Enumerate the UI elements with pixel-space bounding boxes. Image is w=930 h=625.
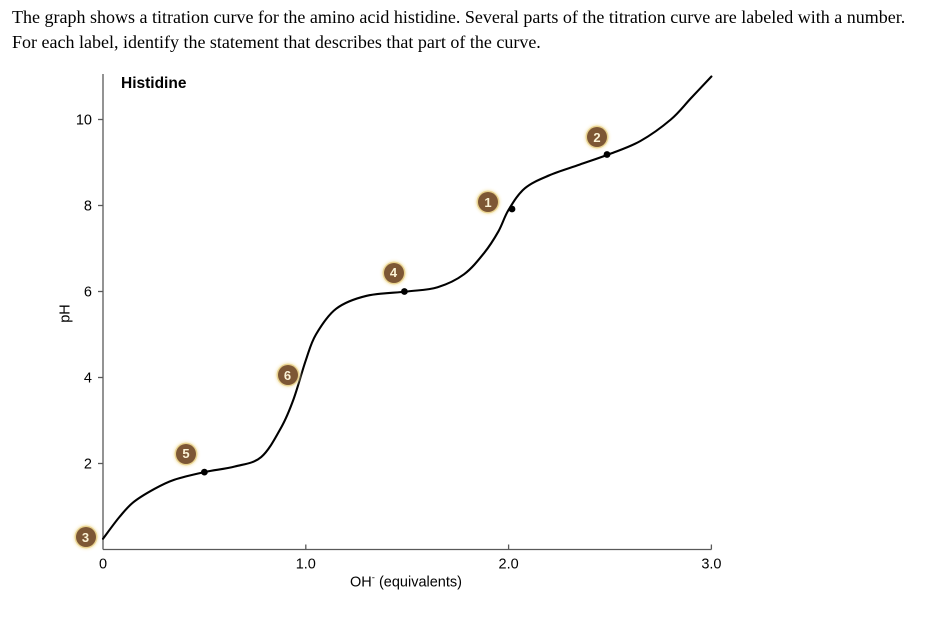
svg-text:2.0: 2.0 — [499, 557, 519, 573]
svg-text:1.0: 1.0 — [296, 557, 316, 573]
svg-text:2: 2 — [84, 457, 92, 473]
svg-text:4: 4 — [84, 371, 92, 387]
svg-text:10: 10 — [76, 113, 92, 129]
svg-text:0: 0 — [99, 557, 107, 573]
svg-text:6: 6 — [84, 285, 92, 301]
svg-text:8: 8 — [84, 199, 92, 215]
svg-text:3.0: 3.0 — [701, 557, 721, 573]
svg-text:pH: pH — [58, 304, 74, 323]
svg-text:OH- (equivalents): OH- (equivalents) — [350, 572, 462, 591]
svg-text:Histidine: Histidine — [121, 75, 187, 92]
